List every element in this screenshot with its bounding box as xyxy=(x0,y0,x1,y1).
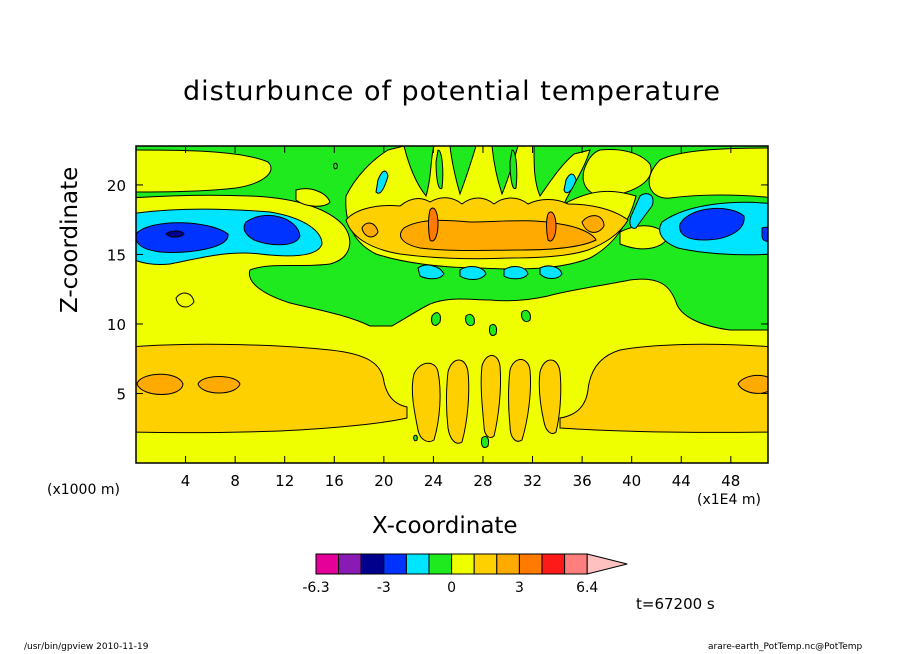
cool-cell xyxy=(465,313,475,327)
cold-wedge xyxy=(503,266,529,280)
cool-cell xyxy=(413,434,418,442)
stripe xyxy=(509,149,518,190)
colorbar-tick-label: 6.4 xyxy=(576,580,598,596)
colorbar-tick-label: -6.3 xyxy=(302,580,329,596)
stripe xyxy=(375,170,389,194)
x-tick-label: 36 xyxy=(573,472,592,490)
cold-core-blue xyxy=(243,214,301,246)
x-tick-label: 48 xyxy=(721,472,740,490)
warm-streak xyxy=(546,211,557,242)
colorbar-segment xyxy=(451,553,475,575)
x-tick-label: 44 xyxy=(672,472,691,490)
y-tick-label: 20 xyxy=(107,177,126,195)
colorbar-tick-label: 3 xyxy=(515,580,524,596)
footer-source: arare-earth_PotTemp.nc@PotTemp xyxy=(708,642,863,652)
warm-plume xyxy=(411,362,441,443)
cool-layer-upper xyxy=(136,149,272,193)
warm-patch xyxy=(295,188,331,207)
warm-patch xyxy=(175,292,195,308)
cold-core-blue xyxy=(136,222,229,253)
colorbar-segment xyxy=(496,553,520,575)
colorbar-tick-label: 0 xyxy=(447,580,456,596)
footer-program: /usr/bin/gpview 2010-11-19 xyxy=(24,642,149,652)
cold-wedge xyxy=(417,264,445,280)
cool-cell xyxy=(431,312,441,326)
warm-layer-lower xyxy=(136,343,408,434)
colorbar-segment xyxy=(405,553,430,575)
y-tick-label: 5 xyxy=(116,385,126,403)
stripe xyxy=(435,149,444,190)
x-tick-label: 32 xyxy=(523,472,542,490)
x-tick-label: 20 xyxy=(374,472,393,490)
warm-plume xyxy=(508,359,531,442)
x-axis-label: X-coordinate xyxy=(372,513,518,539)
plot-area xyxy=(136,146,768,463)
colorbar-segment xyxy=(383,553,407,575)
x-tick-label: 12 xyxy=(275,472,294,490)
colorbar-arrow xyxy=(586,553,628,575)
cool-cell xyxy=(489,323,497,337)
y-ticks: 5 10 15 20 xyxy=(107,177,768,403)
cool-cell xyxy=(521,309,531,323)
warm-cell xyxy=(737,374,768,394)
warm-plume xyxy=(538,359,562,435)
y-tick-label: 10 xyxy=(107,316,126,334)
cold-core-cyan xyxy=(629,193,654,229)
x-tick-label: 16 xyxy=(325,472,344,490)
cool-cell xyxy=(333,162,338,170)
colorbar-segment xyxy=(315,553,340,575)
warm-cell xyxy=(136,373,184,395)
colorbar-tick-label: -3 xyxy=(377,580,391,596)
warm-plume xyxy=(446,359,470,444)
x-tick-label: 4 xyxy=(181,472,191,490)
cool-cell xyxy=(481,435,489,449)
warm-cell xyxy=(361,222,379,238)
x-ticks: 4 8 12 16 20 24 28 32 36 40 44 48 xyxy=(181,146,740,490)
warm-layer-lower xyxy=(559,343,768,433)
y-tick-label: 15 xyxy=(107,246,126,264)
colorbar-segment xyxy=(518,553,543,575)
x-tick-label: 8 xyxy=(230,472,240,490)
y-axis-unit: (x1000 m) xyxy=(47,482,120,498)
warm-cell xyxy=(197,376,241,394)
colorbar-segment xyxy=(428,553,453,575)
colorbar-segment xyxy=(564,553,588,575)
stripe xyxy=(563,173,577,194)
colorbar-segment xyxy=(338,553,362,575)
colorbar-segment xyxy=(541,553,566,575)
x-tick-label: 28 xyxy=(473,472,492,490)
colorbar: -6.3 -3 0 3 6.4 xyxy=(302,553,628,596)
warm-streak xyxy=(428,207,439,242)
cold-wedge xyxy=(459,266,487,280)
cold-core-blue xyxy=(679,207,745,241)
colorbar-segment xyxy=(360,553,385,575)
x-tick-label: 40 xyxy=(622,472,641,490)
x-tick-label: 24 xyxy=(424,472,443,490)
warm-plume xyxy=(480,355,502,439)
x-axis-unit: (x1E4 m) xyxy=(697,492,761,508)
time-label: t=67200 s xyxy=(636,595,715,613)
y-axis-label: Z-coordinate xyxy=(57,166,83,313)
cold-core-navy xyxy=(165,230,185,238)
cold-wedge xyxy=(539,265,563,279)
plot-frame xyxy=(135,145,769,464)
colorbar-segment xyxy=(473,553,498,575)
chart-title: disturbunce of potential temperature xyxy=(183,76,721,107)
warm-cell xyxy=(581,215,605,233)
